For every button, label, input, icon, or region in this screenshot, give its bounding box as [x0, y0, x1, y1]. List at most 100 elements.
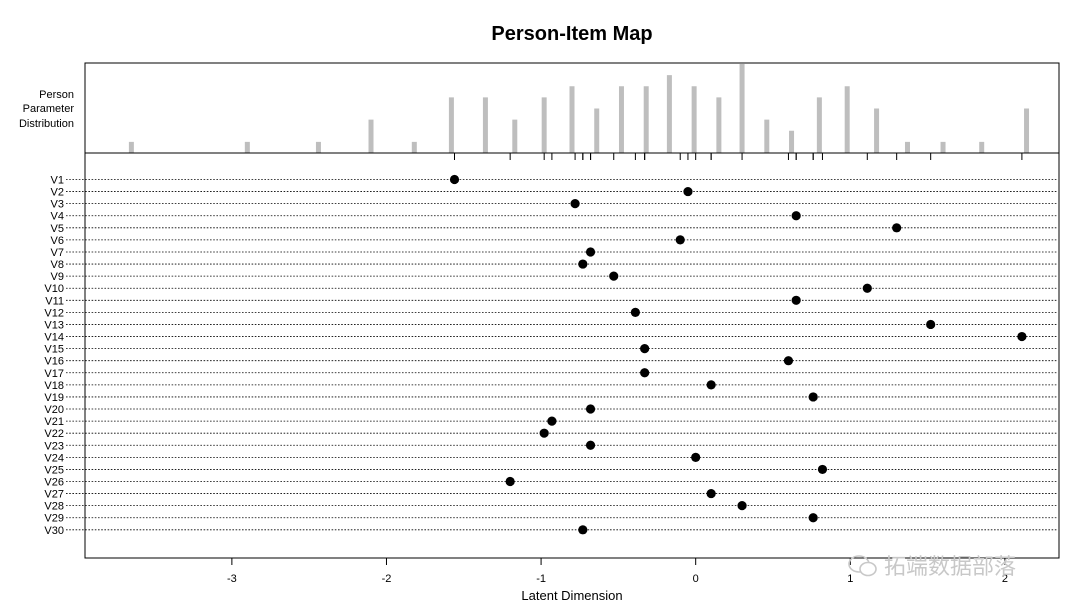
person-distribution-bar [816, 97, 822, 153]
item-point [675, 235, 685, 245]
item-map-frame [84, 152, 1060, 559]
item-point [578, 525, 588, 535]
person-distribution-bar [904, 141, 910, 153]
item-label: V16 [44, 356, 64, 368]
item-point [449, 174, 460, 185]
item-label: V4 [51, 211, 64, 223]
item-rows: V1V2V3V4V5V6V7V8V9V10V11V12V13V14V15V16V… [44, 175, 1057, 537]
watermark-text: 拓端数据部落 [884, 555, 1017, 580]
item-point [547, 416, 557, 426]
person-distribution-bar [482, 97, 488, 153]
item-label: V6 [51, 235, 64, 247]
item-label: V2 [51, 187, 64, 199]
person-distribution-bar [643, 86, 649, 153]
person-distribution-bars [128, 64, 1030, 153]
person-distribution-bar [874, 108, 880, 153]
item-label: V15 [44, 344, 64, 356]
item-point [505, 476, 515, 487]
item-label: V30 [44, 525, 64, 537]
item-label: V22 [44, 428, 64, 440]
item-label: V23 [44, 440, 64, 452]
item-point [640, 344, 650, 354]
item-label: V13 [44, 319, 64, 331]
person-distribution-bar [569, 86, 575, 153]
item-point [892, 223, 902, 233]
item-point [862, 283, 872, 293]
item-label: V25 [44, 464, 64, 476]
x-tick-label: -3 [227, 573, 237, 585]
person-distribution-bar [448, 97, 454, 153]
person-distribution-bar [411, 141, 417, 153]
item-point [791, 295, 801, 305]
item-point [817, 464, 828, 475]
item-point [585, 404, 596, 414]
item-label: V26 [44, 477, 64, 489]
item-point [609, 271, 619, 281]
person-distribution-bar [844, 86, 850, 153]
item-label: V11 [45, 295, 64, 307]
item-label: V8 [51, 259, 64, 271]
person-distribution-bar [979, 141, 985, 153]
person-distribution-bar [716, 97, 722, 153]
person-distribution-bar [594, 108, 600, 153]
item-label: V20 [44, 404, 64, 416]
x-tick-label: 0 [693, 573, 699, 585]
item-point [570, 199, 580, 209]
item-label: V3 [51, 199, 64, 211]
item-label: V19 [44, 392, 64, 404]
item-point [578, 259, 588, 269]
person-distribution-bar [315, 141, 321, 153]
person-distribution-bar [940, 141, 946, 153]
person-distribution-bar [666, 75, 672, 153]
item-point [808, 513, 818, 523]
item-point [585, 440, 596, 450]
top-panel-label-line-1: Person [39, 89, 74, 101]
top-panel-label-line-2: Parameter [23, 103, 75, 115]
person-distribution-bar [1024, 108, 1030, 153]
x-tick-label: 1 [847, 573, 853, 585]
x-tick-label: -1 [536, 573, 546, 585]
watermark: 拓端数据部落 [848, 549, 1016, 581]
person-distribution-bar [368, 119, 374, 153]
item-point [691, 452, 701, 462]
item-point [539, 428, 549, 438]
item-location-ticks [454, 153, 1023, 160]
item-point [1017, 331, 1027, 342]
item-label: V28 [44, 501, 64, 513]
item-point [683, 186, 693, 197]
x-axis-label: Latent Dimension [521, 588, 622, 603]
item-label: V29 [44, 513, 64, 525]
item-label: V12 [44, 307, 64, 319]
item-label: V27 [44, 489, 64, 501]
item-point [808, 392, 818, 402]
item-label: V14 [44, 332, 64, 344]
item-point [791, 211, 801, 221]
person-distribution-bar [691, 86, 697, 153]
person-distribution-bar [739, 64, 745, 153]
top-panel-label-line-3: Distribution [19, 118, 74, 130]
item-label: V5 [51, 223, 64, 235]
item-label: V17 [44, 368, 64, 380]
item-label: V18 [44, 380, 64, 392]
item-point [706, 488, 716, 499]
item-label: V7 [51, 247, 64, 259]
item-label: V1 [51, 175, 64, 187]
chart-title: Person-Item Map [491, 23, 652, 45]
item-point [737, 501, 747, 511]
wechat-icon [848, 555, 877, 577]
item-label: V10 [44, 283, 64, 295]
item-label: V21 [44, 416, 64, 428]
item-point [706, 380, 716, 390]
item-label: V24 [44, 452, 64, 464]
item-point [630, 307, 640, 317]
item-label: V9 [51, 271, 64, 283]
person-distribution-bar [789, 130, 795, 153]
person-distribution-bar [764, 119, 770, 153]
person-distribution-bar [618, 86, 624, 153]
x-tick-label: -2 [382, 573, 392, 585]
item-point [926, 319, 936, 330]
item-point [783, 356, 794, 366]
person-distribution-bar [244, 141, 250, 153]
person-distribution-bar [541, 97, 547, 153]
